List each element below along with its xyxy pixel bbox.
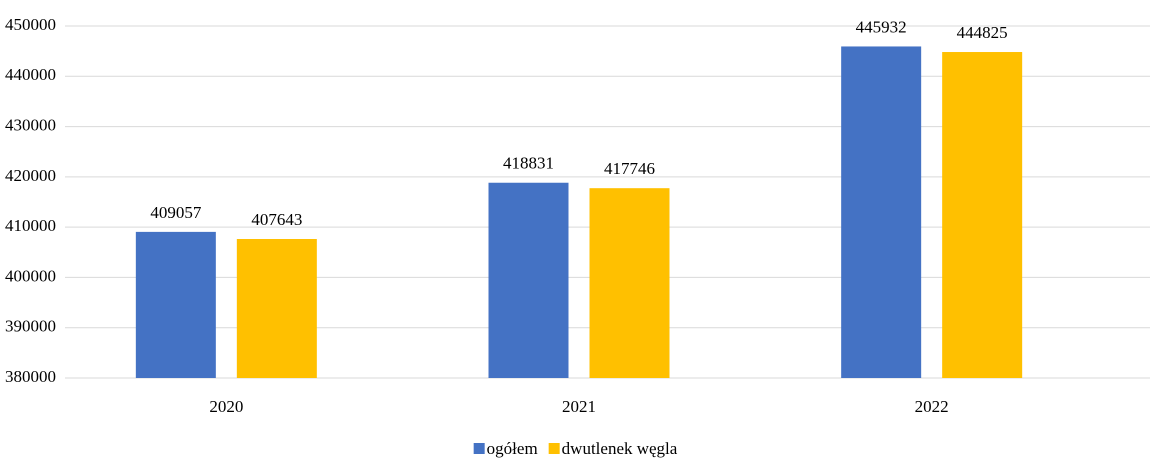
legend-swatch: [548, 443, 560, 454]
x-tick-label: 2021: [562, 397, 596, 416]
data-label: 417746: [604, 159, 655, 178]
legend-label: ogółem: [487, 439, 538, 458]
data-label: 418831: [503, 154, 554, 173]
x-tick-label: 2022: [915, 397, 949, 416]
x-tick-label: 2020: [209, 397, 243, 416]
bar: [589, 188, 670, 378]
bar: [236, 238, 317, 378]
data-label: 409057: [150, 203, 202, 222]
data-label: 407643: [251, 210, 302, 229]
legend-label: dwutlenek węgla: [562, 439, 678, 458]
y-tick-label: 390000: [5, 317, 56, 336]
y-tick-label: 430000: [5, 115, 56, 134]
y-tick-label: 420000: [5, 166, 56, 185]
y-tick-label: 380000: [5, 367, 56, 386]
legend-swatch: [473, 443, 485, 454]
bar: [488, 182, 569, 378]
y-tick-label: 450000: [5, 15, 56, 34]
y-tick-label: 410000: [5, 216, 56, 235]
bar: [135, 231, 216, 378]
data-label: 444825: [957, 23, 1008, 42]
bar: [841, 46, 922, 378]
data-label: 445932: [856, 17, 907, 36]
bar: [942, 52, 1023, 378]
y-tick-label: 440000: [5, 65, 56, 84]
y-tick-label: 400000: [5, 266, 56, 285]
